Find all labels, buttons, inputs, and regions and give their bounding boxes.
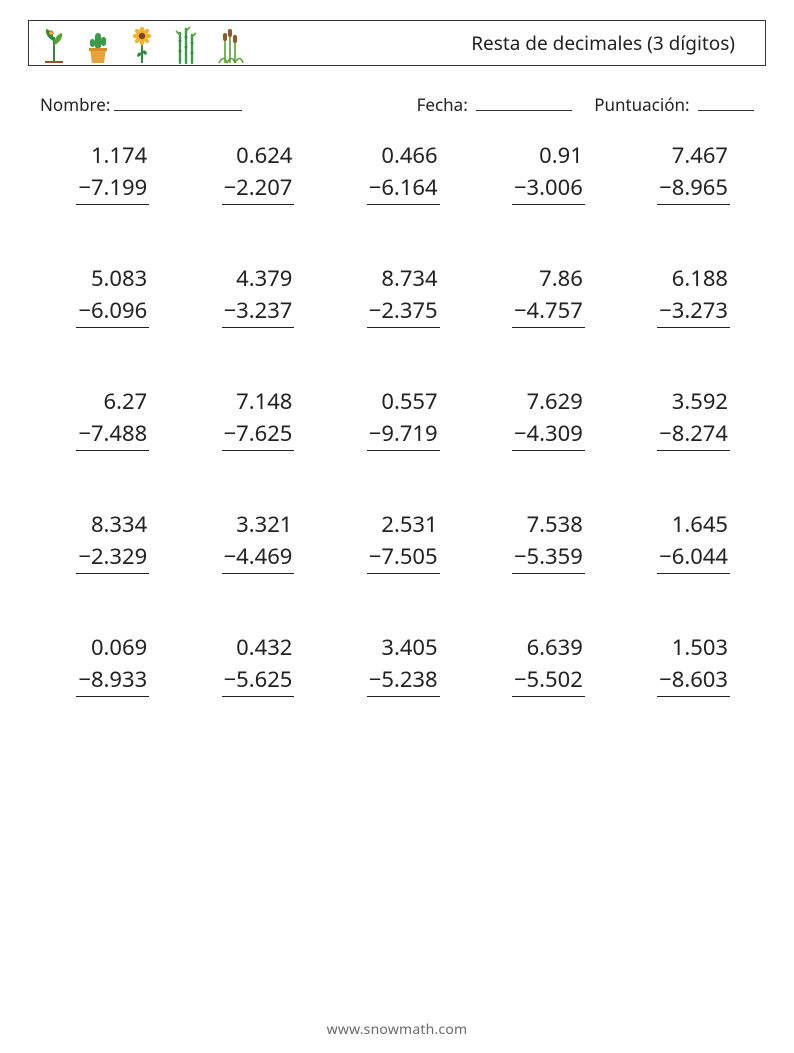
subtrahend: −3.273 (657, 295, 730, 328)
subtrahend: −5.502 (512, 664, 585, 697)
problem-3: 0.466−6.164 (324, 140, 469, 205)
minuend: 7.86 (539, 263, 585, 293)
subtrahend: −3.237 (222, 295, 295, 328)
problem-7: 4.379−3.237 (179, 263, 324, 328)
subtrahend: −6.044 (657, 541, 730, 574)
subtrahend: −2.329 (76, 541, 149, 574)
minuend: 0.91 (539, 140, 585, 170)
date-field: Fecha: (417, 93, 573, 116)
subtrahend: −4.757 (512, 295, 585, 328)
subtrahend: −7.625 (222, 418, 295, 451)
minuend: 8.734 (381, 263, 439, 293)
header-box: Resta de decimales (3 dígitos) (28, 20, 766, 66)
subtrahend: −7.488 (76, 418, 149, 451)
name-field: Nombre: (40, 93, 242, 116)
subtrahend: −4.469 (222, 541, 295, 574)
cattail-icon (215, 27, 245, 65)
problem-19: 7.538−5.359 (470, 509, 615, 574)
minuend: 3.405 (381, 632, 439, 662)
problem-24: 6.639−5.502 (470, 632, 615, 697)
minuend: 0.466 (381, 140, 439, 170)
subtrahend: −8.274 (657, 418, 730, 451)
problem-20: 1.645−6.044 (615, 509, 760, 574)
minuend: 7.629 (527, 386, 585, 416)
problem-18: 2.531−7.505 (324, 509, 469, 574)
problem-9: 7.86−4.757 (470, 263, 615, 328)
score-blank (698, 94, 754, 111)
minuend: 6.639 (527, 632, 585, 662)
problem-8: 8.734−2.375 (324, 263, 469, 328)
problem-22: 0.432−5.625 (179, 632, 324, 697)
name-label: Nombre: (40, 93, 110, 116)
footer-url: www.snowmath.com (0, 1020, 794, 1039)
problem-11: 6.27−7.488 (34, 386, 179, 451)
bamboo-icon (171, 27, 201, 65)
problem-14: 7.629−4.309 (470, 386, 615, 451)
minuend: 4.379 (236, 263, 294, 293)
score-label: Puntuación: (594, 93, 689, 116)
seedling-icon (39, 27, 69, 65)
subtrahend: −8.933 (76, 664, 149, 697)
problem-4: 0.91−3.006 (470, 140, 615, 205)
name-blank (114, 94, 242, 111)
header-icons (39, 21, 245, 65)
problem-25: 1.503−8.603 (615, 632, 760, 697)
subtrahend: −8.603 (657, 664, 730, 697)
problem-21: 0.069−8.933 (34, 632, 179, 697)
potted-plant-icon (83, 27, 113, 65)
minuend: 1.645 (672, 509, 730, 539)
minuend: 0.432 (236, 632, 294, 662)
subtrahend: −5.625 (222, 664, 295, 697)
minuend: 1.503 (672, 632, 730, 662)
subtrahend: −2.375 (367, 295, 440, 328)
problem-2: 0.624−2.207 (179, 140, 324, 205)
subtrahend: −8.965 (657, 172, 730, 205)
subtrahend: −5.359 (512, 541, 585, 574)
problem-1: 1.174−7.199 (34, 140, 179, 205)
subtrahend: −3.006 (512, 172, 585, 205)
subtrahend: −7.505 (367, 541, 440, 574)
problem-10: 6.188−3.273 (615, 263, 760, 328)
minuend: 3.592 (672, 386, 730, 416)
worksheet-title: Resta de decimales (3 dígitos) (471, 30, 735, 56)
problem-16: 8.334−2.329 (34, 509, 179, 574)
sunflower-icon (127, 27, 157, 65)
minuend: 6.188 (672, 263, 730, 293)
subtrahend: −9.719 (367, 418, 440, 451)
problem-12: 7.148−7.625 (179, 386, 324, 451)
subtrahend: −5.238 (367, 664, 440, 697)
subtrahend: −7.199 (76, 172, 149, 205)
minuend: 5.083 (91, 263, 149, 293)
problems-grid: 1.174−7.1990.624−2.2070.466−6.1640.91−3.… (34, 140, 760, 697)
minuend: 0.624 (236, 140, 294, 170)
minuend: 2.531 (381, 509, 439, 539)
minuend: 6.27 (104, 386, 150, 416)
minuend: 7.538 (527, 509, 585, 539)
score-field: Puntuación: (594, 93, 754, 116)
subtrahend: −6.164 (367, 172, 440, 205)
problem-17: 3.321−4.469 (179, 509, 324, 574)
info-line: Nombre: Fecha: Puntuación: (40, 93, 754, 116)
minuend: 1.174 (91, 140, 149, 170)
problem-6: 5.083−6.096 (34, 263, 179, 328)
minuend: 7.148 (236, 386, 294, 416)
problem-5: 7.467−8.965 (615, 140, 760, 205)
subtrahend: −2.207 (222, 172, 295, 205)
subtrahend: −4.309 (512, 418, 585, 451)
minuend: 7.467 (672, 140, 730, 170)
minuend: 0.069 (91, 632, 149, 662)
minuend: 8.334 (91, 509, 149, 539)
date-label: Fecha: (417, 93, 468, 116)
problem-23: 3.405−5.238 (324, 632, 469, 697)
subtrahend: −6.096 (76, 295, 149, 328)
problem-15: 3.592−8.274 (615, 386, 760, 451)
problem-13: 0.557−9.719 (324, 386, 469, 451)
minuend: 3.321 (236, 509, 294, 539)
minuend: 0.557 (381, 386, 439, 416)
date-blank (476, 94, 572, 111)
